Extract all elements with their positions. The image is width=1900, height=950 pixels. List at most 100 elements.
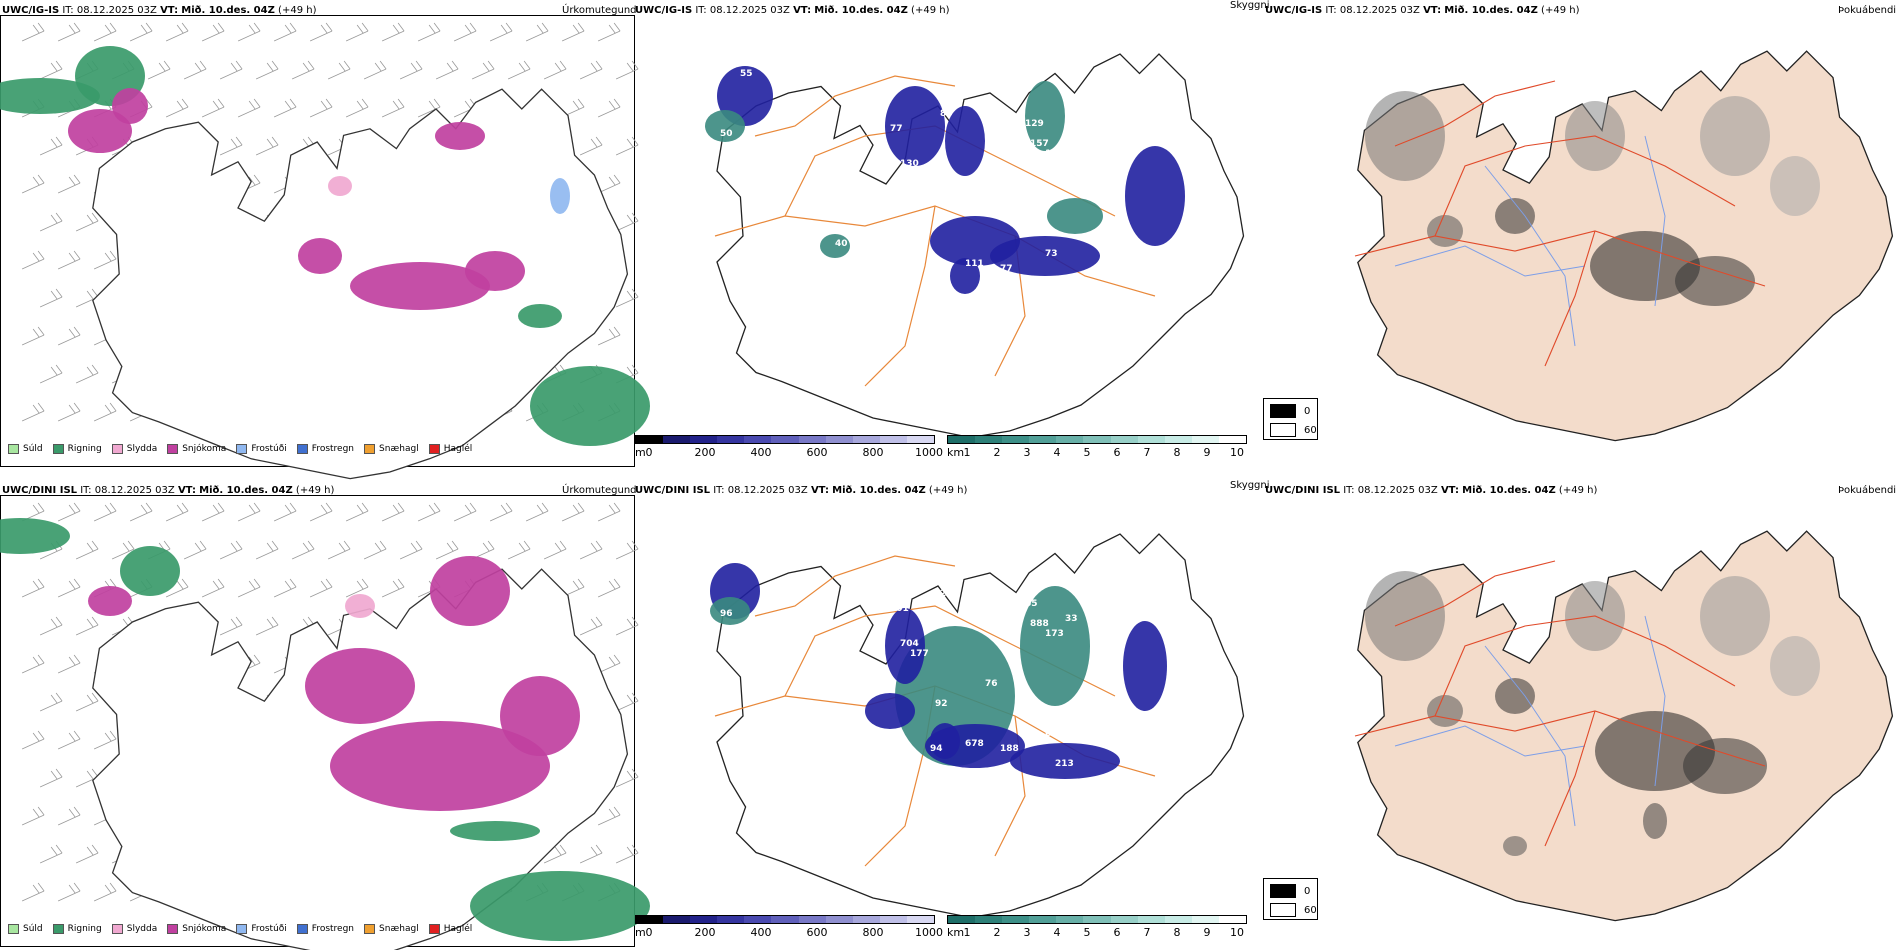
it-value: 08.12.2025 03Z: [76, 5, 157, 16]
cloud-legend-row: 0: [1270, 884, 1310, 898]
vt-value: Mið. 10.des. 04Z: [1444, 5, 1538, 16]
cloud-base-value: 40: [835, 239, 848, 249]
cloud-base-value: 77: [1000, 264, 1013, 274]
fog-indicator-panel: UWC/IG-IS IT: 08.12.2025 03Z VT: Mið. 10…: [1265, 0, 1900, 470]
legend-label: Súld: [23, 924, 43, 934]
legend-label: Snjókoma: [182, 924, 227, 934]
visibility-tick: 7: [1143, 926, 1151, 939]
precip-type-panel: UWC/DINI ISL IT: 08.12.2025 03Z VT: Mið.…: [0, 480, 650, 950]
cloud-base-value: 96: [695, 574, 708, 584]
legend-item: Rigning: [52, 924, 102, 934]
lead-time: (+49 h): [928, 485, 968, 496]
legend-item: Frostregn: [296, 444, 354, 454]
vt-value: Mið. 10.des. 04Z: [1462, 485, 1556, 496]
legend-item: Slydda: [111, 444, 157, 454]
legend-item: Haglél: [428, 924, 473, 934]
model-name: UWC/DINI ISL: [635, 485, 711, 496]
roads: [1354, 560, 1766, 847]
vt-label: VT:: [793, 5, 812, 16]
height-tick: 800: [862, 446, 884, 459]
vt-label: VT:: [810, 485, 829, 496]
panel-title: Úrkomutegund: [562, 5, 637, 16]
legend-swatch: [111, 444, 123, 454]
legend-item: Frostúði: [236, 444, 287, 454]
vt-label: VT:: [1440, 485, 1459, 496]
legend-item: Súld: [8, 444, 43, 454]
visibility-tick: 4: [1053, 446, 1061, 459]
cloud-base-value: 53: [1105, 204, 1118, 214]
visibility-tick: 6: [1113, 926, 1121, 939]
panel-header: UWC/DINI ISL IT: 08.12.2025 03Z VT: Mið.…: [2, 485, 334, 496]
cloud-legend-row: 60: [1270, 423, 1317, 437]
model-name: UWC/DINI ISL: [2, 485, 78, 496]
model-name: UWC/IG-IS: [2, 5, 60, 16]
lead-time: (+49 h): [295, 485, 335, 496]
vt-value: Mið. 10.des. 04Z: [181, 5, 275, 16]
it-value: 08.12.2025 03Z: [94, 485, 175, 496]
panel-title: Skyggni: [1230, 480, 1270, 491]
legend-label: Haglél: [443, 924, 473, 934]
legend-swatch: [428, 444, 440, 454]
precip-map: [0, 22, 650, 480]
legend-swatch: [364, 444, 376, 454]
legend-swatch: [167, 924, 179, 934]
height-unit: m: [635, 446, 646, 459]
cloud-legend-row: 0: [1270, 404, 1310, 418]
cloud-base-value: 186: [835, 719, 854, 729]
legend-label: Frostúði: [251, 444, 287, 454]
cloud-base-value: 157: [1030, 139, 1049, 149]
legend-swatch: [236, 924, 248, 934]
panel-header: UWC/IG-IS IT: 08.12.2025 03Z VT: Mið. 10…: [2, 5, 316, 16]
visibility-tick: 10: [1230, 446, 1244, 459]
cloud-cover-legend: 0 60: [1263, 398, 1318, 440]
lead-time: (+49 h): [1541, 5, 1580, 16]
legend-swatch: [52, 924, 64, 934]
visibility-tick: 8: [1173, 926, 1181, 939]
legend-swatch: [364, 924, 376, 934]
cloud-legend-swatch: [1270, 404, 1296, 418]
legend-label: Súld: [23, 444, 43, 454]
panel-title: Þokuábendi: [1838, 5, 1897, 16]
legend-item: Rigning: [52, 444, 102, 454]
cloud-base-value: 92: [935, 699, 948, 709]
cloud-base-value: 678: [965, 739, 984, 749]
legend-item: Snæhagl: [364, 924, 419, 934]
height-tick: 400: [750, 926, 772, 939]
legend-item: Frostregn: [296, 924, 354, 934]
cloud-base-value: 73: [1045, 249, 1058, 259]
cloud-legend-row: 60: [1270, 903, 1317, 917]
cloud-base-value: 65: [1025, 599, 1038, 609]
cloud-base-value: 50: [720, 129, 733, 139]
cloud-base-value: 213: [1055, 759, 1074, 769]
legend-swatch: [167, 444, 179, 454]
it-label: IT:: [695, 5, 707, 16]
cloud-base-value: 94: [930, 744, 943, 754]
visibility-tick: 10: [1230, 926, 1244, 939]
vt-value: Mið. 10.des. 04Z: [832, 485, 926, 496]
cloud-visibility-panel: UWC/IG-IS IT: 08.12.2025 03Z VT: Mið. 10…: [635, 0, 1318, 470]
visibility-colorbar: [947, 915, 1247, 924]
cloud-base-value: 163: [1045, 149, 1064, 159]
legend-label: Snjókoma: [182, 444, 227, 454]
cloud-base-value: 86: [940, 109, 953, 119]
cloud-base-value: 129: [1025, 119, 1044, 129]
cloud-base-value: 84: [1095, 659, 1108, 669]
cloud-base-value: 96: [720, 609, 733, 619]
cloud-base-value: 79: [740, 549, 753, 559]
visibility-tick: 9: [1203, 926, 1211, 939]
panel-title: Úrkomutegund: [562, 485, 637, 496]
fog-map: [1354, 530, 1894, 922]
precip-map: [0, 502, 650, 950]
legend-swatch: [428, 924, 440, 934]
visibility-tick: 2: [993, 446, 1001, 459]
cloud-base-value: 55: [740, 69, 753, 79]
legend-label: Snæhagl: [379, 444, 419, 454]
legend-label: Rigning: [67, 444, 102, 454]
visibility-tick: 7: [1143, 446, 1151, 459]
it-label: IT:: [713, 485, 725, 496]
cloud-base-value: 82: [1115, 704, 1128, 714]
cloud-base-value: 70: [965, 774, 978, 784]
